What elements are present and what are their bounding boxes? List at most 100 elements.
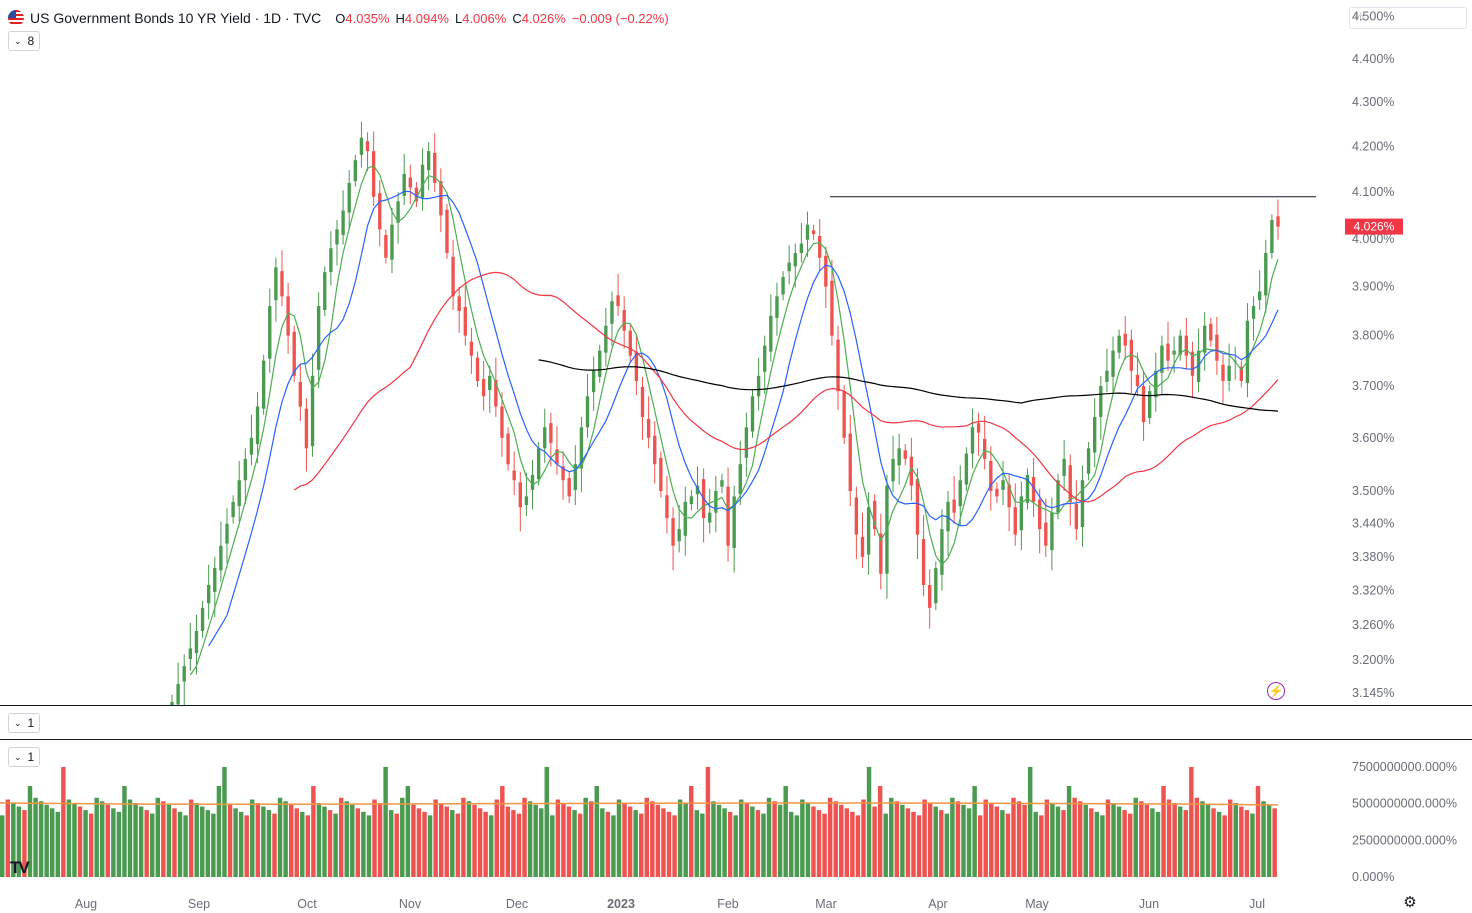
candle-body: [1245, 320, 1250, 383]
tradingview-logo[interactable]: TV: [10, 858, 30, 877]
candle-body: [714, 490, 718, 513]
volume-bar: [827, 797, 833, 877]
volume-bar: [633, 810, 638, 877]
candle-body: [775, 296, 779, 318]
volume-bar: [300, 811, 305, 877]
last-price-badge: [1345, 218, 1403, 235]
volume-bar: [250, 799, 255, 877]
y-tick-label: 4.200%: [1352, 140, 1394, 154]
symbol-title[interactable]: US Government Bonds 10 YR Yield · 1D · T…: [30, 10, 322, 26]
candle-body: [494, 379, 498, 407]
volume-bar: [127, 799, 133, 877]
volume-bar: [1061, 810, 1066, 877]
candle-body: [1123, 333, 1127, 346]
volume-bar: [1239, 806, 1244, 877]
candle-body: [359, 137, 364, 155]
candle-body: [1038, 499, 1042, 530]
pane1-toggle-button[interactable]: ⌄ 1: [8, 713, 41, 733]
volume-bar: [416, 808, 422, 877]
candle-body: [451, 256, 455, 297]
volume-bar: [833, 801, 838, 877]
candle-body: [1111, 350, 1115, 377]
volume-bar: [472, 804, 477, 877]
low-value: 4.006%: [462, 10, 507, 26]
candle-body: [732, 496, 736, 548]
pane2-toggle-button[interactable]: ⌄ 1: [8, 747, 41, 767]
candle-body: [744, 427, 749, 458]
volume-bar: [255, 803, 261, 877]
close-value: 4.026%: [521, 10, 566, 26]
candle-body: [573, 464, 577, 490]
candle-body: [1099, 386, 1103, 417]
volume-bar: [1266, 804, 1272, 877]
candle-body: [824, 255, 828, 287]
candle-body: [1190, 351, 1195, 376]
volume-bar: [355, 808, 361, 877]
volume-bar: [855, 815, 861, 877]
volume-bar: [1189, 766, 1194, 877]
volume-bar: [861, 799, 866, 877]
x-tick-label: Dec: [506, 897, 528, 911]
candle-body: [323, 272, 327, 311]
volume-bar: [677, 799, 683, 877]
volume-bar: [488, 815, 494, 877]
volume-bar: [705, 766, 711, 877]
chevron-down-icon: ⌄: [14, 35, 22, 46]
volume-bar: [911, 811, 916, 877]
volume-bar: [272, 813, 277, 877]
volume-bar: [83, 810, 88, 877]
volume-bar: [1055, 806, 1061, 877]
volume-bar: [1033, 811, 1038, 877]
volume-bar: [1177, 806, 1183, 877]
volume-bar: [1122, 810, 1127, 877]
volume-bar: [322, 806, 327, 877]
y-tick-label: 3.145%: [1352, 686, 1394, 700]
candle-body: [683, 501, 687, 536]
volume-bar: [661, 808, 666, 877]
volume-bar: [1000, 810, 1005, 877]
volume-bar: [327, 810, 333, 877]
volume-bar: [0, 815, 5, 877]
volume-bar: [989, 803, 994, 877]
candle-body: [928, 585, 932, 608]
volume-bar: [466, 801, 472, 877]
lightning-icon[interactable]: ⚡: [1267, 682, 1285, 700]
indicators-toggle-button[interactable]: ⌄ 8: [8, 31, 41, 51]
volume-bar: [1072, 797, 1077, 877]
candle-body: [1031, 477, 1036, 502]
x-tick-label: 2023: [607, 897, 635, 911]
candle-body: [1141, 386, 1146, 423]
volume-bar: [316, 803, 322, 877]
candle-body: [1086, 448, 1091, 474]
volume-bar: [244, 815, 249, 877]
volume-bar: [700, 813, 705, 877]
volume-bar: [177, 811, 183, 877]
candle-body: [769, 315, 773, 352]
candle-body: [567, 478, 571, 497]
volume-bar: [816, 810, 822, 877]
volume-y-tick-label: 7500000000.000%: [1352, 760, 1457, 774]
candle-body: [1147, 391, 1152, 418]
volume-bar: [311, 786, 316, 877]
volume-bar: [1200, 801, 1205, 877]
change-value: −0.009 (−0.22%): [571, 10, 669, 26]
candle-body: [604, 325, 608, 353]
volume-bar: [572, 810, 577, 877]
settings-gear-icon[interactable]: ⚙: [1403, 894, 1417, 911]
candle-body: [402, 173, 406, 196]
volume-bar: [594, 786, 599, 877]
volume-bar: [1094, 811, 1100, 877]
volume-bar: [33, 797, 38, 877]
volume-bar: [883, 813, 888, 877]
volume-bar: [22, 810, 27, 877]
volume-bar: [983, 799, 988, 877]
volume-bar: [1211, 808, 1216, 877]
candle-body: [1215, 334, 1219, 361]
volume-bar: [427, 815, 433, 877]
candle-body: [921, 539, 926, 586]
price-scale-input[interactable]: %: [1349, 7, 1467, 29]
candle-body: [781, 276, 785, 295]
volume-bar: [733, 815, 738, 877]
volume-bar: [1111, 803, 1116, 877]
